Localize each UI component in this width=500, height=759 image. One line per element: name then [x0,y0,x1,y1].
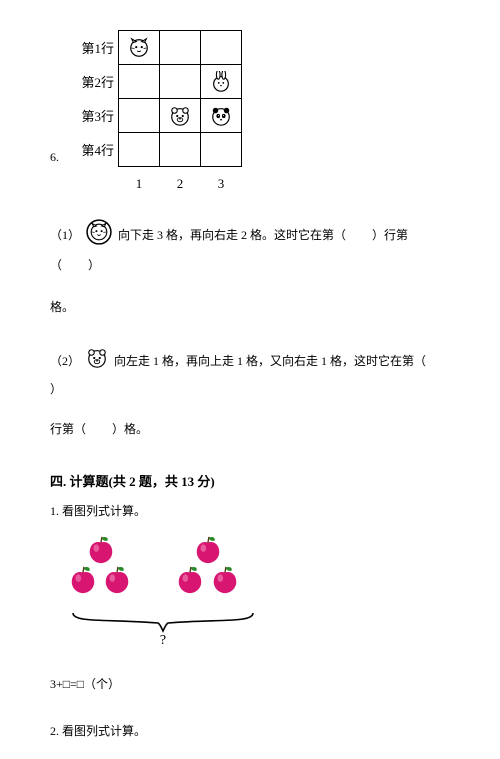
cell-r1-c1 [119,31,160,65]
cell-r2-c3 [201,65,242,99]
q6-2-text-a: 向左走 1 格，再向上走 1 格，又向右走 1 格，这时它在第（ [114,353,426,367]
row-label-1: 第1行 [63,31,119,65]
q6-1-num: （1） [50,227,80,241]
cell-r4-c3 [201,133,242,167]
q6-2-text-b: ） [50,382,62,396]
q6-1-blank2 [62,258,88,272]
q1-expression: 3+□=□（个） [50,675,450,692]
q2-title: 2. 看图列式计算。 [50,722,450,739]
rabbit-icon [210,71,232,93]
apple-row [60,535,260,609]
q6-2-num: （2） [50,353,80,367]
row-label-4: 第4行 [63,133,119,167]
bear-icon [86,347,108,377]
apple-figure: ? [60,535,450,649]
q6-2-blank1 [426,353,452,367]
col-label-pad [63,167,119,201]
cell-r4-c2 [160,133,201,167]
apple-icon [193,535,223,565]
q6-2-line2a: 行第（ [50,422,86,436]
cell-r1-c2 [160,31,201,65]
cat-icon [86,219,112,253]
col-label-3: 3 [201,167,242,201]
position-grid: 第1行 第2行 第3行 第4行 [63,30,242,201]
cell-r2-c2 [160,65,201,99]
cell-r1-c3 [201,31,242,65]
q6-2-line2: 行第（ ）格。 [50,417,450,441]
q6-1-line2: 格。 [50,295,450,319]
row-label-3: 第3行 [63,99,119,133]
q6-1: （1） 向下走 3 格，再向右走 2 格。这时它在第（ ）行第（ ） 格。 [50,219,450,319]
q6-1-text-a: 向下走 3 格，再向右走 2 格。这时它在第（ [118,227,346,241]
panda-icon [210,105,232,127]
apple-icon [102,565,132,595]
page: 6. 第1行 第2行 第3行 [0,0,500,759]
curly-brace-icon [68,609,258,635]
cell-r3-c2 [160,99,201,133]
q6-2: （2） 向左走 1 格，再向上走 1 格，又向右走 1 格，这时它在第（ ） 行… [50,347,450,441]
apple-icon [68,565,98,595]
cell-r4-c1 [119,133,160,167]
bear-icon [169,105,191,127]
apple-icon [175,565,205,595]
section-4-heading: 四. 计算题(共 2 题，共 13 分) [50,471,450,490]
q1-title: 1. 看图列式计算。 [50,502,450,519]
q6-1-blank1 [346,227,372,241]
cell-r3-c1 [119,99,160,133]
row-label-2: 第2行 [63,65,119,99]
grid-table-wrap: 第1行 第2行 第3行 第4行 [63,30,242,201]
q6-2-blank2 [86,422,112,436]
col-label-2: 2 [160,167,201,201]
cell-r2-c1 [119,65,160,99]
apple-icon [86,535,116,565]
cat-icon [128,37,150,59]
q6-block: 6. 第1行 第2行 第3行 [50,30,450,201]
q6-number: 6. [50,150,59,165]
q6-1-text-c: ） [88,258,100,272]
cell-r3-c3 [201,99,242,133]
q6-2-line2b: ）格。 [112,422,148,436]
col-label-1: 1 [119,167,160,201]
apple-icon [210,565,240,595]
